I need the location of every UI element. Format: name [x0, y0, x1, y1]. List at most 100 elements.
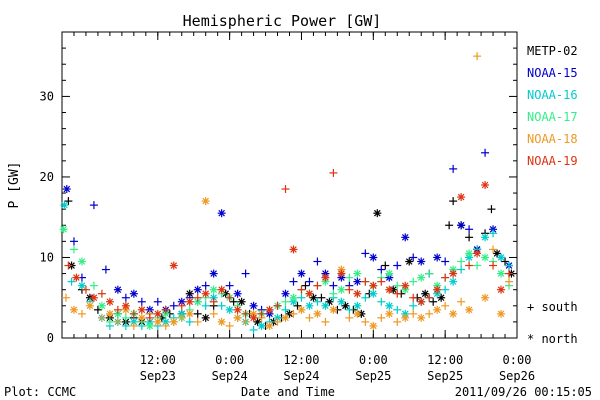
south-marker	[393, 289, 402, 298]
south-marker	[377, 313, 386, 322]
south-marker	[305, 313, 314, 322]
south-marker	[121, 313, 130, 322]
south-marker	[445, 221, 454, 230]
north-marker	[137, 305, 146, 314]
south-marker	[393, 305, 402, 314]
legend-entry-metp-02: METP-02	[527, 44, 578, 58]
south-marker	[225, 293, 234, 302]
y-tick-label: 30	[40, 89, 54, 103]
north-marker	[185, 297, 194, 306]
x-axis-label: Date and Time	[241, 385, 335, 399]
north-marker	[305, 301, 314, 310]
south-marker	[105, 317, 114, 326]
footer-timestamp: 2011/09/26 00:15:05	[455, 385, 592, 399]
north-marker	[145, 321, 154, 330]
north-marker	[201, 197, 210, 206]
x-tick-time-label: 12:00	[283, 353, 319, 367]
south-marker	[505, 277, 514, 286]
south-marker	[193, 317, 202, 326]
south-marker	[129, 321, 138, 330]
south-marker	[425, 293, 434, 302]
north-marker	[217, 317, 226, 326]
north-marker	[481, 293, 490, 302]
south-marker	[345, 313, 354, 322]
x-tick-date-label: Sep25	[355, 369, 391, 383]
north-marker	[209, 285, 218, 294]
north-marker	[449, 269, 458, 278]
north-marker	[97, 301, 106, 310]
north-marker	[89, 293, 98, 302]
legend-south-marker: + south	[527, 300, 578, 314]
north-marker	[105, 309, 114, 318]
north-marker	[481, 233, 490, 242]
south-marker	[329, 281, 338, 290]
north-marker	[449, 309, 458, 318]
x-tick-time-label: 12:00	[140, 353, 176, 367]
series-legend: METP-02 NOAA-15 NOAA-16 NOAA-17 NOAA-18 NOAA-…	[527, 44, 578, 168]
north-marker	[457, 221, 466, 230]
south-marker	[441, 285, 450, 294]
south-marker	[121, 321, 130, 330]
north-marker	[401, 281, 410, 290]
north-marker	[449, 277, 458, 286]
north-marker	[337, 297, 346, 306]
north-marker	[385, 269, 394, 278]
south-marker	[113, 305, 122, 314]
south-marker	[69, 245, 78, 254]
north-marker	[297, 269, 306, 278]
south-marker	[505, 261, 514, 270]
south-marker	[241, 317, 250, 326]
south-marker	[89, 201, 98, 210]
south-marker	[429, 297, 438, 306]
south-marker	[67, 277, 76, 286]
south-marker	[449, 197, 458, 206]
north-marker	[77, 281, 86, 290]
legend-entry-noaa-19: NOAA-19	[527, 154, 578, 168]
y-tick-label: 10	[40, 250, 54, 264]
north-marker	[465, 305, 474, 314]
south-marker	[377, 265, 386, 274]
south-marker	[153, 297, 162, 306]
series-noaa-18	[61, 52, 514, 330]
south-marker	[273, 317, 282, 326]
south-marker	[137, 297, 146, 306]
north-marker	[457, 193, 466, 202]
north-marker	[281, 289, 290, 298]
south-marker	[313, 257, 322, 266]
south-marker	[97, 289, 106, 298]
x-tick-time-label: 0:00	[503, 353, 532, 367]
south-marker	[441, 301, 450, 310]
south-marker	[193, 293, 202, 302]
north-marker	[237, 297, 246, 306]
north-marker	[217, 209, 226, 218]
south-marker	[225, 321, 234, 330]
south-marker	[361, 293, 370, 302]
x-tick-date-label: Sep25	[427, 369, 463, 383]
x-axis: 12:00 Sep23 0:00 Sep24 12:00 Sep24 0:00 Sep25 12…	[61, 32, 535, 383]
north-marker	[337, 285, 346, 294]
south-marker	[457, 257, 466, 266]
south-marker	[185, 317, 194, 326]
north-marker	[289, 245, 298, 254]
south-marker	[257, 309, 266, 318]
north-marker	[369, 253, 378, 262]
south-marker	[457, 265, 466, 274]
south-marker	[273, 301, 282, 310]
north-marker	[417, 273, 426, 282]
south-marker	[465, 225, 474, 234]
north-marker	[85, 301, 94, 310]
north-marker	[497, 253, 506, 262]
south-marker	[249, 325, 258, 334]
north-marker	[401, 313, 410, 322]
north-marker	[385, 301, 394, 310]
south-marker	[449, 164, 458, 173]
south-marker	[177, 313, 186, 322]
south-marker	[61, 293, 70, 302]
chart-title: Hemispheric Power [GW]	[183, 12, 382, 30]
legend-entry-noaa-16: NOAA-16	[527, 88, 578, 102]
south-marker	[121, 293, 130, 302]
north-marker	[60, 201, 69, 210]
south-marker	[381, 261, 390, 270]
south-marker	[361, 277, 370, 286]
